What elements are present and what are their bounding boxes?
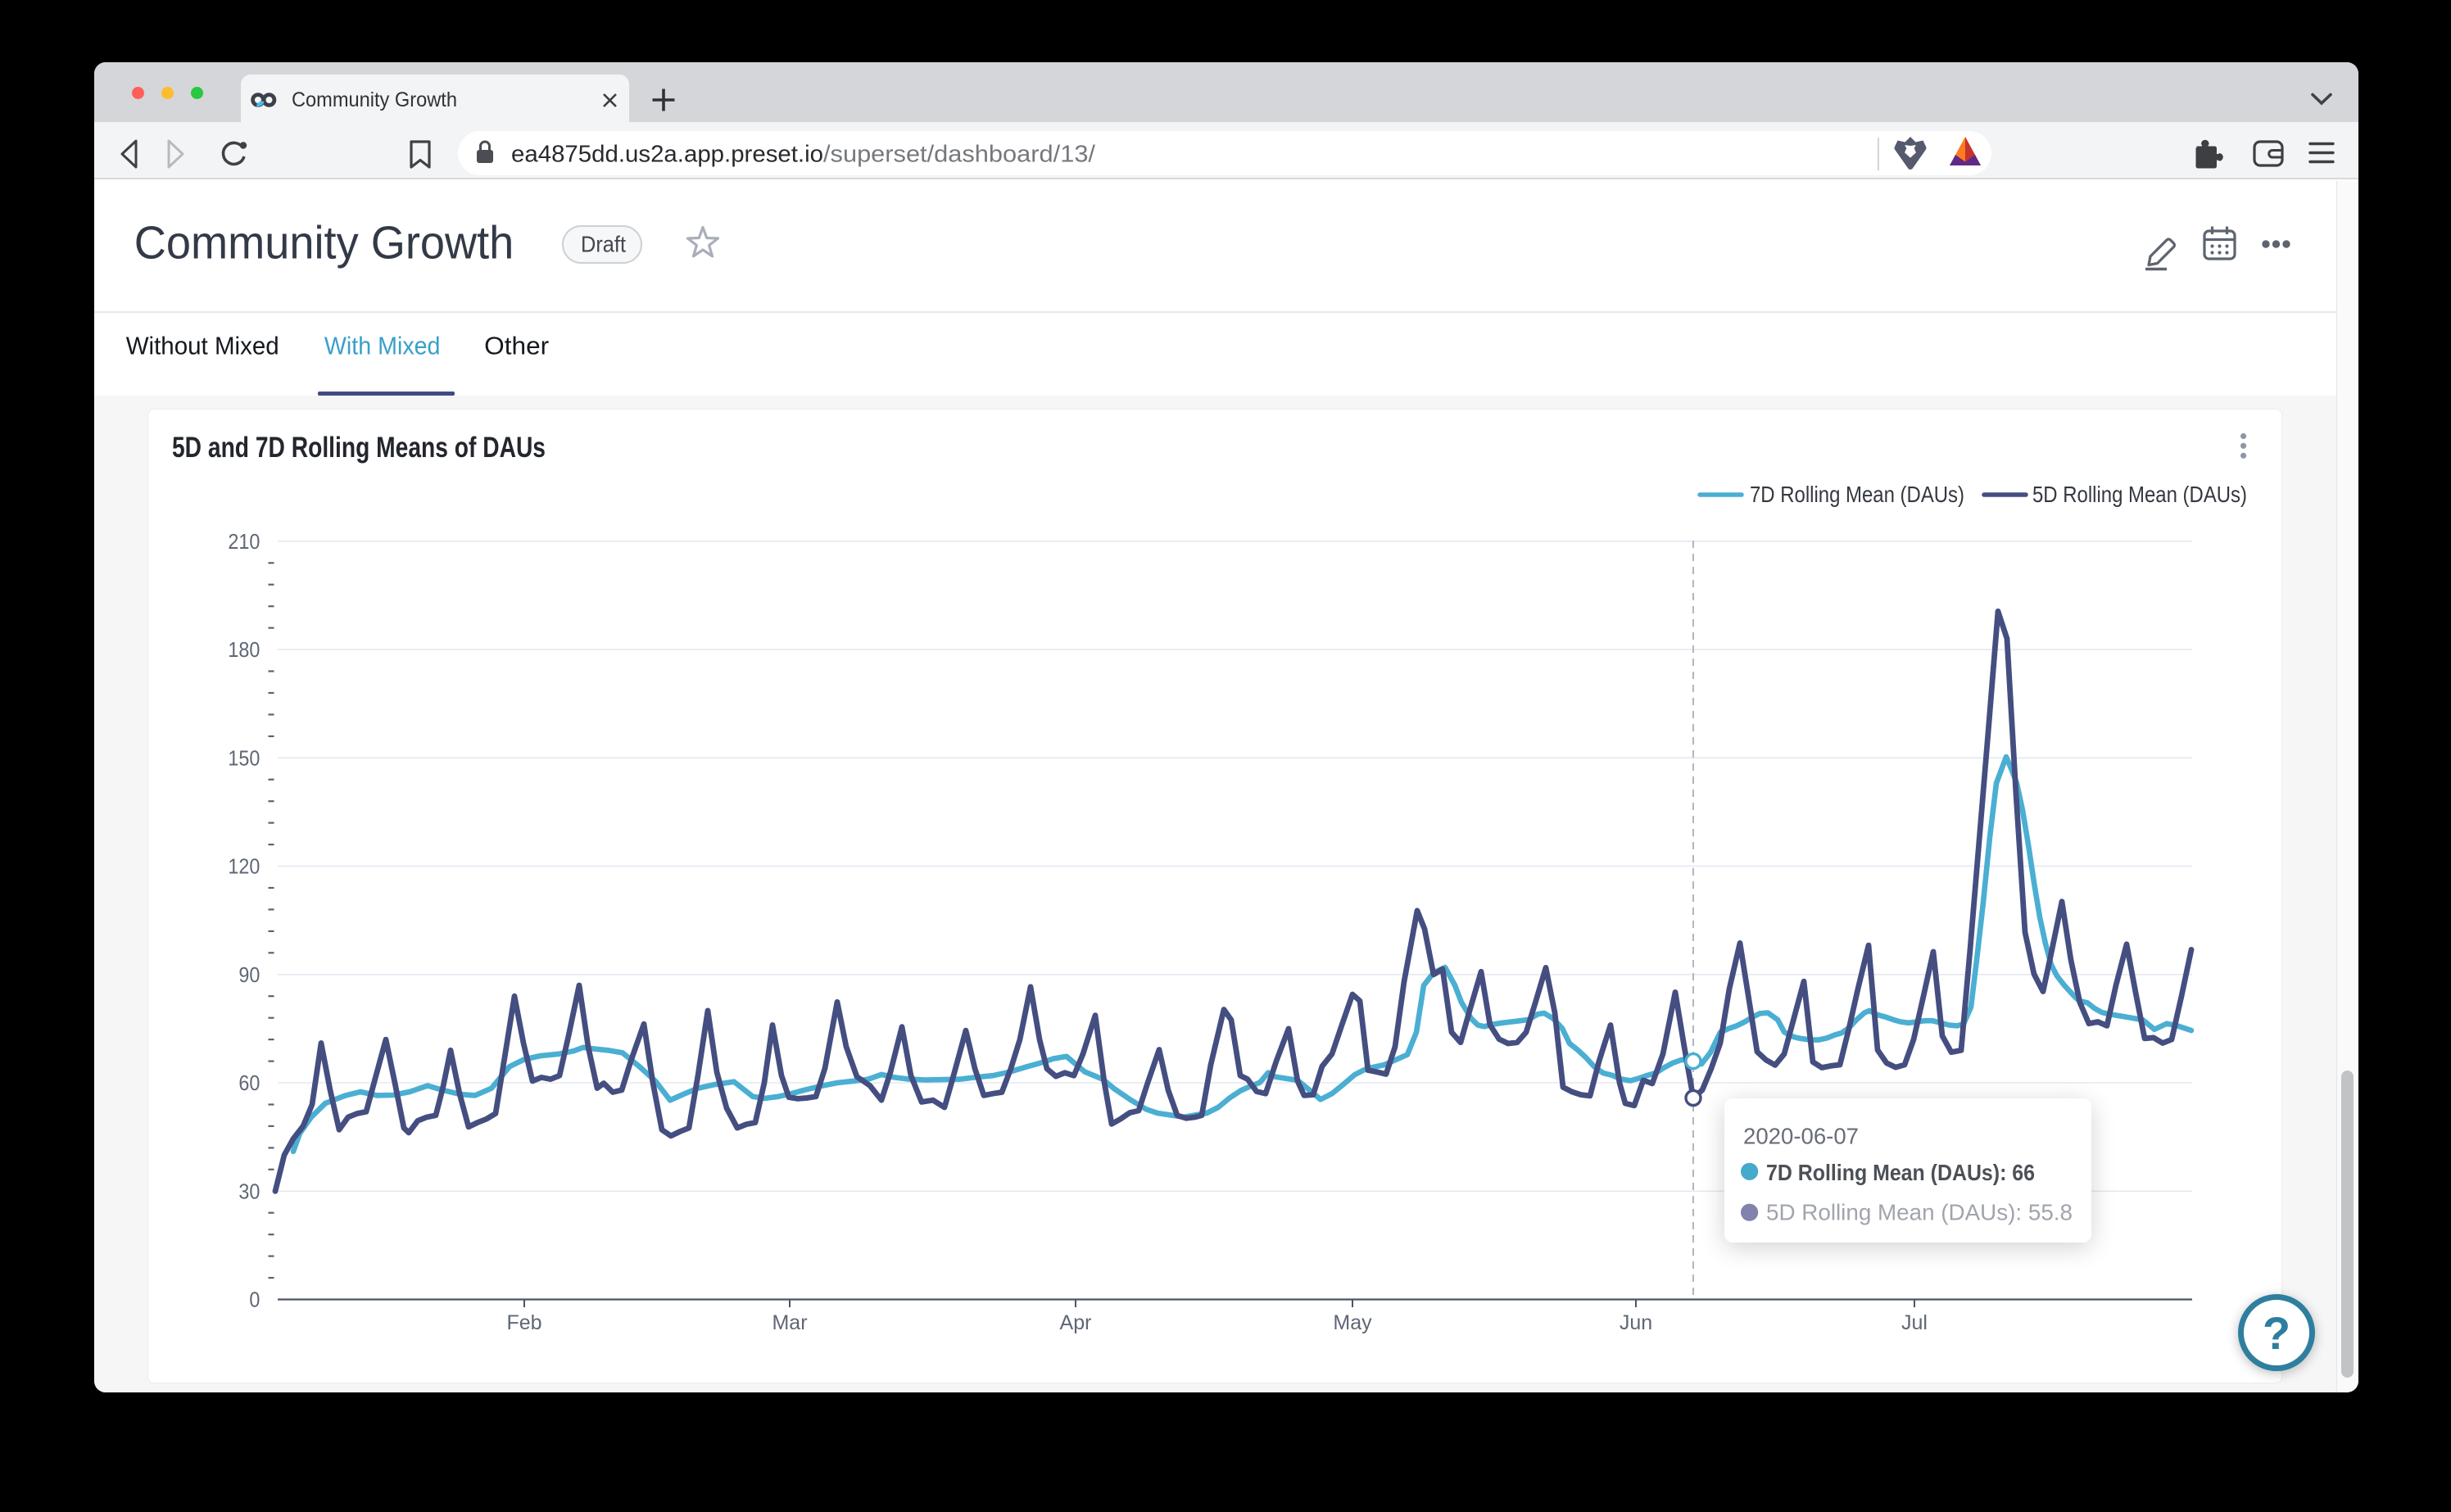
svg-text:2020-06-07: 2020-06-07 xyxy=(1743,1123,1859,1148)
svg-text:/superset/dashboard/13/: /superset/dashboard/13/ xyxy=(823,142,1096,168)
svg-text:?: ? xyxy=(2263,1307,2290,1359)
svg-text:Community Growth: Community Growth xyxy=(134,217,514,269)
svg-text:Draft: Draft xyxy=(581,232,626,257)
svg-text:180: 180 xyxy=(228,637,260,662)
svg-text:Other: Other xyxy=(484,331,549,360)
svg-text:Jul: Jul xyxy=(1901,1311,1928,1334)
svg-text:Jun: Jun xyxy=(1620,1311,1652,1334)
svg-text:May: May xyxy=(1333,1311,1372,1334)
svg-text:150: 150 xyxy=(228,745,260,770)
svg-text:120: 120 xyxy=(228,854,260,879)
svg-text:Community Growth: Community Growth xyxy=(292,88,457,111)
svg-text:With Mixed: With Mixed xyxy=(324,331,441,360)
svg-text:5D Rolling Mean (DAUs): 55.8: 5D Rolling Mean (DAUs): 55.8 xyxy=(1766,1200,2073,1225)
svg-text:Apr: Apr xyxy=(1060,1311,1092,1334)
svg-text:Mar: Mar xyxy=(772,1311,807,1334)
svg-text:0: 0 xyxy=(249,1288,260,1312)
svg-text:Feb: Feb xyxy=(506,1311,541,1334)
svg-text:5D Rolling Mean (DAUs): 5D Rolling Mean (DAUs) xyxy=(2032,482,2247,507)
svg-text:7D Rolling Mean (DAUs): 7D Rolling Mean (DAUs) xyxy=(1750,482,1964,507)
svg-text:5D and 7D Rolling Means of DAU: 5D and 7D Rolling Means of DAUs xyxy=(172,432,546,464)
svg-text:90: 90 xyxy=(238,962,260,987)
svg-text:7D Rolling Mean (DAUs): 66: 7D Rolling Mean (DAUs): 66 xyxy=(1766,1160,2035,1185)
svg-text:Without Mixed: Without Mixed xyxy=(126,331,279,360)
svg-text:30: 30 xyxy=(238,1179,260,1203)
svg-text:60: 60 xyxy=(238,1071,260,1095)
svg-text:210: 210 xyxy=(228,529,260,554)
svg-text:ea4875dd.us2a.app.preset.io: ea4875dd.us2a.app.preset.io xyxy=(511,142,823,168)
